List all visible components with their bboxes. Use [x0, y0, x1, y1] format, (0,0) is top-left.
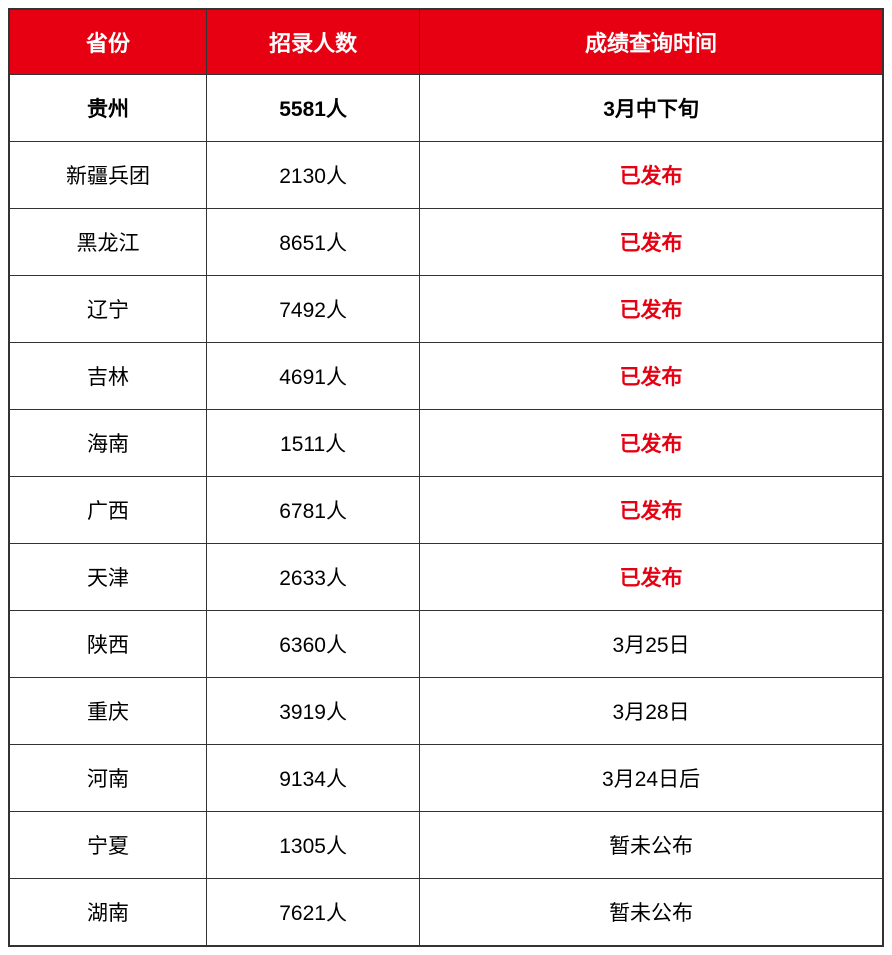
cell-recruitment: 7492人: [207, 276, 420, 342]
cell-query-time: 3月24日后: [420, 745, 882, 811]
cell-province: 宁夏: [10, 812, 207, 878]
cell-province: 黑龙江: [10, 209, 207, 275]
cell-recruitment: 7621人: [207, 879, 420, 945]
cell-province: 吉林: [10, 343, 207, 409]
table-row: 陕西6360人3月25日: [10, 610, 882, 677]
cell-query-time: 已发布: [420, 410, 882, 476]
table-row: 吉林4691人已发布: [10, 342, 882, 409]
cell-recruitment: 4691人: [207, 343, 420, 409]
table-row: 海南1511人已发布: [10, 409, 882, 476]
table-row: 天津2633人已发布: [10, 543, 882, 610]
cell-province: 重庆: [10, 678, 207, 744]
table-row: 重庆3919人3月28日: [10, 677, 882, 744]
cell-province: 湖南: [10, 879, 207, 945]
table-row: 河南9134人3月24日后: [10, 744, 882, 811]
cell-recruitment: 5581人: [207, 75, 420, 141]
cell-query-time: 暂未公布: [420, 879, 882, 945]
table-row: 辽宁7492人已发布: [10, 275, 882, 342]
table-row: 贵州5581人3月中下旬: [10, 74, 882, 141]
cell-query-time: 3月25日: [420, 611, 882, 677]
cell-query-time: 3月中下旬: [420, 75, 882, 141]
cell-recruitment: 2633人: [207, 544, 420, 610]
cell-province: 辽宁: [10, 276, 207, 342]
table-row: 宁夏1305人暂未公布: [10, 811, 882, 878]
cell-province: 海南: [10, 410, 207, 476]
table-row: 新疆兵团2130人已发布: [10, 141, 882, 208]
cell-query-time: 3月28日: [420, 678, 882, 744]
cell-province: 河南: [10, 745, 207, 811]
cell-recruitment: 9134人: [207, 745, 420, 811]
cell-recruitment: 2130人: [207, 142, 420, 208]
cell-recruitment: 1305人: [207, 812, 420, 878]
cell-query-time: 已发布: [420, 544, 882, 610]
cell-recruitment: 3919人: [207, 678, 420, 744]
cell-province: 广西: [10, 477, 207, 543]
recruitment-table: 省份 招录人数 成绩查询时间 贵州5581人3月中下旬新疆兵团2130人已发布黑…: [8, 8, 884, 947]
header-province: 省份: [10, 10, 207, 74]
table-row: 黑龙江8651人已发布: [10, 208, 882, 275]
cell-province: 新疆兵团: [10, 142, 207, 208]
header-query-time: 成绩查询时间: [420, 10, 882, 74]
table-header-row: 省份 招录人数 成绩查询时间: [10, 10, 882, 74]
cell-recruitment: 1511人: [207, 410, 420, 476]
cell-query-time: 已发布: [420, 142, 882, 208]
cell-province: 贵州: [10, 75, 207, 141]
cell-recruitment: 8651人: [207, 209, 420, 275]
cell-recruitment: 6781人: [207, 477, 420, 543]
header-recruitment: 招录人数: [207, 10, 420, 74]
cell-query-time: 暂未公布: [420, 812, 882, 878]
cell-recruitment: 6360人: [207, 611, 420, 677]
table-body: 贵州5581人3月中下旬新疆兵团2130人已发布黑龙江8651人已发布辽宁749…: [10, 74, 882, 945]
cell-query-time: 已发布: [420, 343, 882, 409]
cell-query-time: 已发布: [420, 276, 882, 342]
cell-query-time: 已发布: [420, 477, 882, 543]
table-row: 湖南7621人暂未公布: [10, 878, 882, 945]
cell-query-time: 已发布: [420, 209, 882, 275]
table-row: 广西6781人已发布: [10, 476, 882, 543]
cell-province: 陕西: [10, 611, 207, 677]
cell-province: 天津: [10, 544, 207, 610]
